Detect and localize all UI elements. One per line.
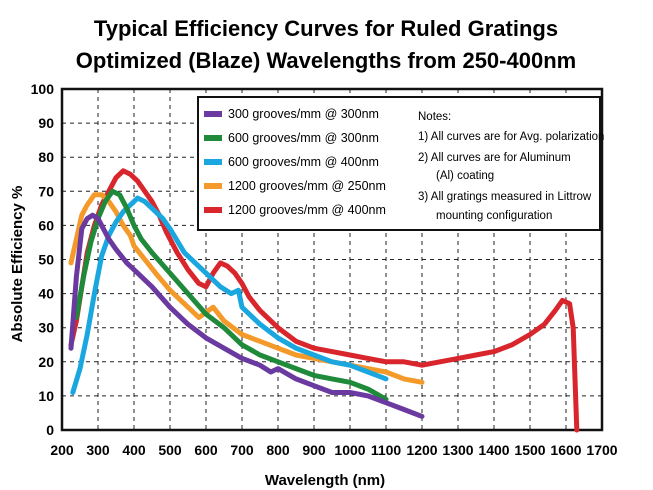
series-line-0 [68,212,425,419]
chart-title-line-1: Typical Efficiency Curves for Ruled Grat… [94,16,558,41]
notes-block: Notes: 1) All curves are for Avg. polari… [418,111,604,222]
notes-line-5: mounting configuration [436,210,552,222]
series-line-1 [73,188,389,402]
plot-frame [60,87,604,432]
y-tick-label: 50 [38,252,54,268]
legend-label-1: 600 grooves/mm @ 300nm [228,131,379,145]
legend-frame [197,96,601,231]
x-tick-label: 600 [194,442,218,458]
y-tick-label: 100 [31,81,55,97]
chart-title: Typical Efficiency Curves for Ruled Grat… [76,16,576,73]
notes-line-4: 3) All gratings measured in Littrow [418,191,592,203]
x-tick-label: 700 [230,442,254,458]
y-tick-label: 90 [38,115,54,131]
notes-line-2: 2) All curves are for Aluminum [418,152,571,164]
chart-title-line-2: Optimized (Blaze) Wavelengths from 250-4… [76,48,576,73]
legend-label-4: 1200 grooves/mm @ 400nm [228,203,386,217]
y-tick-label: 70 [38,183,54,199]
y-axis-ticks: 0 10 20 30 40 50 60 70 80 90 100 [31,81,55,438]
x-tick-label: 1300 [442,442,473,458]
x-tick-label: 800 [266,442,290,458]
x-tick-label: 200 [50,442,74,458]
series-line-2 [70,195,389,395]
y-tick-label: 10 [38,388,54,404]
x-axis-label: Wavelength (nm) [265,472,385,489]
x-tick-label: 1700 [586,442,617,458]
legend: 300 grooves/mm @ 300nm 600 grooves/mm @ 3… [197,96,604,231]
notes-line-3: (Al) coating [436,170,494,182]
x-tick-label: 1500 [514,442,545,458]
y-tick-label: 60 [38,217,54,233]
x-tick-label: 1000 [334,442,365,458]
x-tick-label: 500 [158,442,182,458]
y-tick-label: 20 [38,354,54,370]
x-tick-label: 1200 [406,442,437,458]
x-tick-label: 400 [122,442,146,458]
y-tick-label: 40 [38,286,54,302]
notes-line-0: Notes: [418,111,451,123]
x-tick-label: 1400 [478,442,509,458]
series-line-4 [68,168,580,433]
series-layer [68,168,580,433]
y-tick-label: 30 [38,320,54,336]
legend-label-2: 600 grooves/mm @ 400nm [228,155,379,169]
y-tick-label: 0 [46,422,54,438]
x-tick-label: 1600 [550,442,581,458]
y-tick-label: 80 [38,149,54,165]
x-axis-ticks: 200 300 400 500 600 700 800 900 1000 1100 1200 1300… [50,442,617,458]
x-tick-label: 1100 [371,442,402,458]
notes-line-1: 1) All curves are for Avg. polarization [418,131,604,143]
x-tick-label: 900 [302,442,326,458]
x-tick-label: 300 [86,442,110,458]
legend-label-3: 1200 grooves/mm @ 250nm [228,179,386,193]
y-axis-label: Absolute Efficiency % [9,186,26,343]
legend-label-0: 300 grooves/mm @ 300nm [228,107,379,121]
